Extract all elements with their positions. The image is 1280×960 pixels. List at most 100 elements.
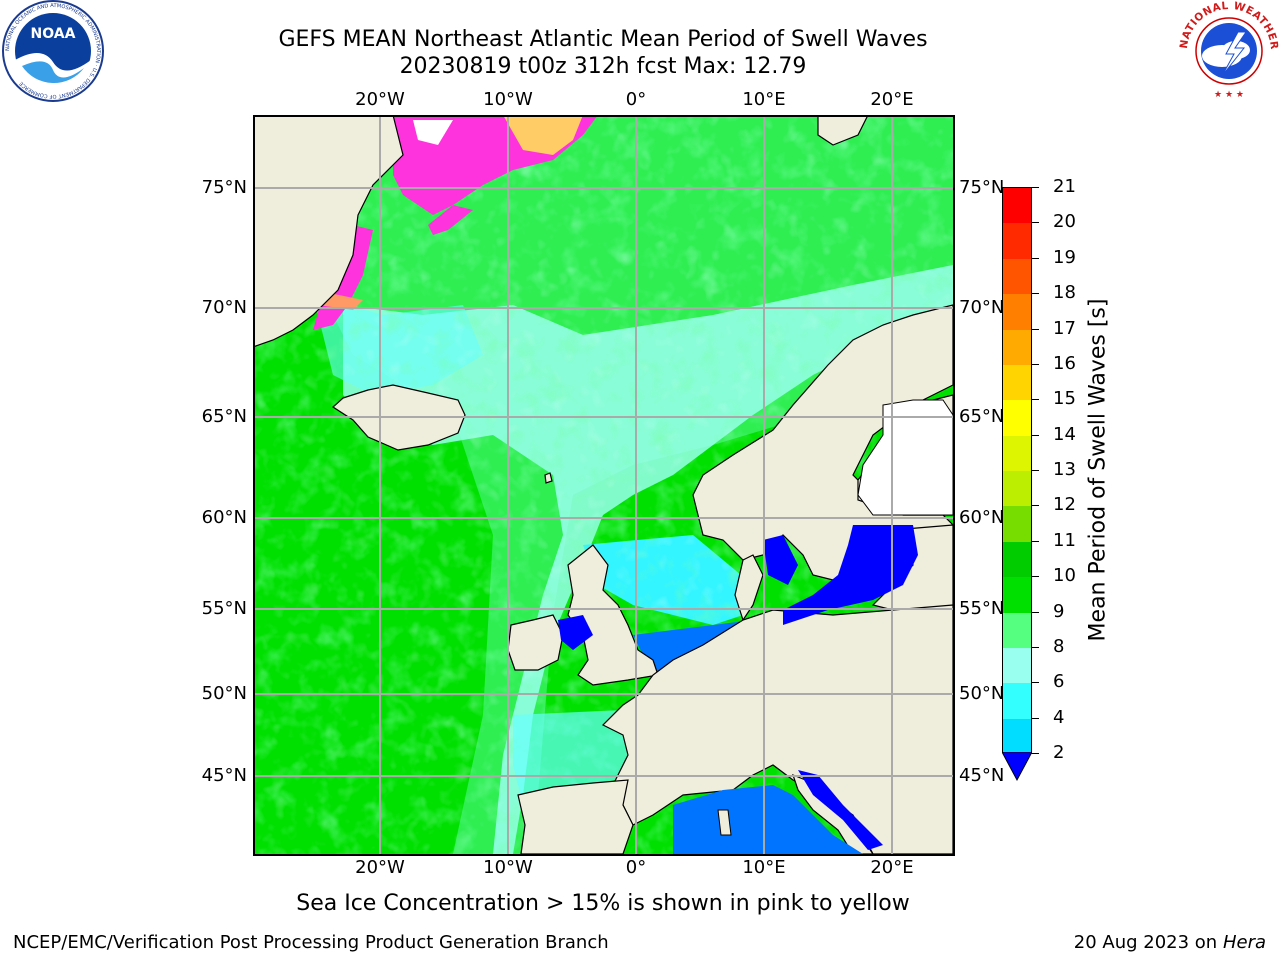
colorbar-tick bbox=[1031, 434, 1039, 436]
graticule bbox=[253, 115, 953, 854]
colorbar-tick bbox=[1031, 717, 1039, 719]
colorbar-tick-label: 20 bbox=[1053, 211, 1076, 233]
noaa-logo-text: NOAA bbox=[31, 26, 76, 42]
colorbar-title: Mean Period of Swell Waves [s] bbox=[1085, 298, 1111, 642]
lon-label-bottom: 10°W bbox=[483, 857, 533, 878]
colorbar-band bbox=[1003, 364, 1031, 402]
colorbar-band bbox=[1003, 258, 1031, 296]
footer-branch: NCEP/EMC/Verification Post Processing Pr… bbox=[13, 932, 609, 953]
colorbar-tick-label: 12 bbox=[1053, 494, 1076, 516]
lon-label-top: 20°W bbox=[355, 89, 405, 110]
colorbar bbox=[1002, 187, 1032, 753]
colorbar-tick bbox=[1031, 257, 1039, 259]
colorbar-tick-label: 14 bbox=[1053, 423, 1076, 445]
noaa-logo-icon: NOAA NATIONAL OCEANIC AND ATMOSPHERIC AD… bbox=[2, 0, 104, 102]
lat-label-left: 65°N bbox=[201, 406, 247, 427]
colorbar-band bbox=[1003, 506, 1031, 543]
colorbar-tick-label: 4 bbox=[1053, 706, 1065, 728]
colorbar-tick-label: 17 bbox=[1053, 317, 1076, 339]
lat-label-left: 55°N bbox=[201, 598, 247, 619]
lon-label-bottom: 20°E bbox=[870, 857, 914, 878]
colorbar-tick-label: 21 bbox=[1053, 176, 1076, 197]
colorbar-band bbox=[1003, 471, 1031, 508]
colorbar-band bbox=[1003, 329, 1031, 366]
lat-label-right: 60°N bbox=[959, 507, 1005, 528]
lon-label-bottom: 20°W bbox=[355, 857, 405, 878]
colorbar-tick bbox=[1031, 293, 1039, 295]
colorbar-tick bbox=[1031, 540, 1039, 542]
lat-label-right: 70°N bbox=[959, 297, 1005, 318]
colorbar-under-arrow bbox=[1002, 752, 1032, 782]
chart-subtitle: 20230819 t00z 312h fcst Max: 12.79 bbox=[399, 54, 807, 79]
colorbar-band bbox=[1003, 188, 1031, 225]
bay-of-biscay bbox=[513, 710, 633, 805]
colorbar-tick-label: 19 bbox=[1053, 246, 1076, 268]
denmark bbox=[734, 554, 764, 622]
footer-date: 20 Aug 2023 on Hera bbox=[1074, 932, 1266, 954]
lat-label-left: 75°N bbox=[201, 177, 247, 198]
colorbar-tick-label: 8 bbox=[1053, 635, 1065, 657]
colorbar-band bbox=[1003, 223, 1031, 260]
colorbar-band bbox=[1003, 294, 1031, 331]
colorbar-tick-label: 10 bbox=[1053, 565, 1076, 587]
svg-text:★ ★ ★: ★ ★ ★ bbox=[1214, 90, 1244, 100]
lat-label-right: 55°N bbox=[959, 598, 1005, 619]
colorbar-tick bbox=[1031, 611, 1039, 613]
colorbar-tick bbox=[1031, 753, 1039, 754]
colorbar-tick-label: 2 bbox=[1053, 742, 1065, 763]
colorbar-tick-label: 6 bbox=[1053, 671, 1065, 693]
colorbar-band bbox=[1003, 435, 1031, 472]
colorbar-tick-label: 9 bbox=[1053, 600, 1065, 622]
lon-label-bottom: 0° bbox=[625, 857, 647, 878]
chart-title: GEFS MEAN Northeast Atlantic Mean Period… bbox=[278, 27, 928, 52]
colorbar-band bbox=[1003, 400, 1031, 437]
lon-label-top: 10°W bbox=[483, 89, 533, 110]
colorbar-tick bbox=[1031, 187, 1039, 188]
mediterranean bbox=[673, 785, 863, 854]
iberia bbox=[517, 779, 634, 854]
colorbar-band bbox=[1003, 612, 1031, 649]
colorbar-tick bbox=[1031, 682, 1039, 684]
colorbar-tick bbox=[1031, 505, 1039, 507]
colorbar-tick bbox=[1031, 576, 1039, 578]
colorbar-tick bbox=[1031, 646, 1039, 648]
footer-host: Hera bbox=[1222, 932, 1266, 953]
lat-label-right: 50°N bbox=[959, 683, 1005, 704]
colorbar-tick-label: 15 bbox=[1053, 388, 1076, 410]
colorbar-tick-label: 16 bbox=[1053, 352, 1076, 374]
colorbar-band bbox=[1003, 647, 1031, 685]
colorbar-tick-label: 18 bbox=[1053, 282, 1076, 304]
map-canvas bbox=[253, 115, 953, 854]
adriatic bbox=[798, 770, 883, 850]
lat-label-right: 65°N bbox=[959, 406, 1005, 427]
lon-label-top: 0° bbox=[625, 89, 647, 110]
colorbar-band bbox=[1003, 718, 1031, 752]
colorbar-band bbox=[1003, 577, 1031, 614]
colorbar-band bbox=[1003, 683, 1031, 720]
colorbar-tick bbox=[1031, 470, 1039, 471]
colorbar-band bbox=[1003, 541, 1031, 579]
greenland bbox=[253, 115, 404, 348]
lon-label-top: 10°E bbox=[742, 89, 786, 110]
colorbar-tick bbox=[1031, 363, 1039, 365]
ireland bbox=[507, 614, 564, 671]
lat-label-right: 45°N bbox=[959, 765, 1005, 786]
colorbar-tick bbox=[1031, 399, 1039, 401]
svalbard bbox=[817, 115, 869, 146]
lat-label-left: 45°N bbox=[201, 765, 247, 786]
lon-label-bottom: 10°E bbox=[742, 857, 786, 878]
lat-label-left: 60°N bbox=[201, 507, 247, 528]
lon-label-top: 20°E bbox=[870, 89, 914, 110]
colorbar-tick-label: 11 bbox=[1053, 529, 1076, 551]
continental-europe bbox=[601, 604, 953, 854]
map-frame bbox=[253, 115, 955, 856]
baltic-sea bbox=[783, 525, 918, 625]
lat-label-left: 70°N bbox=[201, 297, 247, 318]
colorbar-tick bbox=[1031, 222, 1039, 224]
colorbar-tick bbox=[1031, 328, 1039, 330]
lat-label-left: 50°N bbox=[201, 683, 247, 704]
sea-ice-note: Sea Ice Concentration > 15% is shown in … bbox=[296, 891, 910, 916]
colorbar-tick-label: 13 bbox=[1053, 459, 1076, 480]
footer-date-text: 20 Aug 2023 on bbox=[1073, 932, 1218, 953]
swell-period-map bbox=[253, 115, 953, 854]
